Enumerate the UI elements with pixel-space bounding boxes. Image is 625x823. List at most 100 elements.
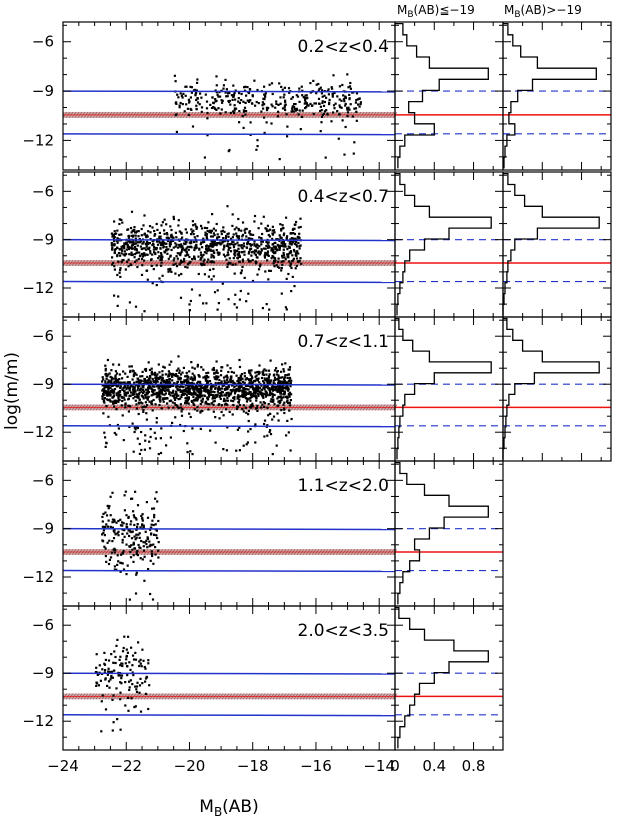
data-point: [123, 398, 126, 401]
data-point: [192, 385, 195, 389]
data-point: [266, 424, 269, 427]
data-point: [244, 384, 248, 387]
data-point: [260, 249, 263, 252]
data-point: [103, 397, 106, 400]
data-point: [175, 236, 178, 239]
data-point: [220, 387, 223, 390]
data-point: [96, 673, 99, 676]
data-point: [160, 391, 164, 394]
data-point: [189, 377, 192, 380]
data-point: [271, 233, 275, 236]
data-point: [174, 398, 177, 401]
data-point: [123, 509, 126, 512]
data-point: [199, 411, 202, 414]
data-point: [250, 243, 253, 246]
data-point: [272, 252, 275, 255]
data-point: [132, 674, 135, 677]
data-point: [232, 371, 236, 374]
data-point: [113, 399, 116, 402]
data-point: [280, 409, 283, 412]
data-point: [146, 389, 149, 392]
data-point: [195, 104, 198, 107]
data-point: [336, 95, 339, 98]
data-point: [254, 253, 257, 256]
data-point: [117, 363, 121, 366]
data-point: [282, 241, 285, 244]
data-point: [328, 103, 331, 106]
data-point: [146, 247, 149, 250]
data-point: [284, 108, 287, 112]
data-point: [247, 237, 250, 240]
data-point: [138, 238, 141, 241]
data-point: [105, 377, 108, 380]
data-point: [255, 262, 258, 265]
data-point: [322, 104, 326, 107]
y-ticks: [503, 24, 611, 158]
data-point: [110, 384, 113, 387]
data-point: [246, 99, 249, 102]
data-point: [220, 404, 223, 407]
data-point: [188, 392, 191, 395]
data-point: [205, 372, 208, 375]
data-point: [289, 264, 292, 268]
data-point: [117, 400, 120, 403]
data-point: [246, 441, 249, 444]
data-point: [121, 221, 124, 224]
data-point: [148, 545, 151, 548]
data-point: [209, 230, 212, 234]
data-point: [178, 263, 181, 266]
data-point: [119, 664, 122, 667]
data-point: [247, 260, 250, 263]
data-point: [305, 102, 308, 105]
data-point: [187, 98, 190, 101]
data-point: [170, 360, 173, 363]
data-point: [351, 115, 354, 118]
data-point: [205, 376, 208, 379]
data-point: [263, 85, 266, 88]
data-point: [287, 87, 291, 90]
scatter-points: [110, 205, 303, 313]
data-point: [151, 242, 155, 245]
data-point: [176, 384, 179, 387]
data-point: [226, 263, 229, 266]
data-point: [198, 392, 202, 395]
data-point: [169, 394, 172, 397]
panel-label: 0.7<z<1.1: [298, 332, 389, 352]
data-point: [135, 571, 138, 574]
data-point: [320, 121, 323, 124]
data-point: [183, 110, 186, 113]
data-point: [138, 241, 142, 244]
data-point: [167, 257, 170, 260]
data-point: [124, 372, 127, 375]
data-point: [235, 232, 238, 235]
data-point: [196, 406, 199, 409]
data-point: [195, 397, 198, 400]
data-point: [300, 262, 303, 265]
data-point: [185, 401, 189, 404]
data-point: [317, 89, 320, 92]
data-point: [148, 225, 152, 228]
scatter-points: [94, 635, 151, 733]
data-point: [230, 384, 234, 387]
data-point: [178, 243, 181, 246]
data-point: [244, 113, 247, 116]
data-point: [231, 224, 234, 227]
data-point: [242, 242, 245, 245]
data-point: [216, 308, 219, 311]
data-point: [242, 410, 245, 413]
data-point: [266, 394, 269, 397]
data-point: [148, 387, 151, 390]
data-point: [157, 251, 160, 254]
data-point: [266, 379, 269, 382]
data-point: [279, 376, 282, 379]
data-point: [237, 385, 241, 388]
y-tick-label: −9: [32, 520, 54, 538]
data-point: [176, 93, 179, 96]
data-point: [175, 386, 178, 389]
data-point: [145, 676, 149, 679]
data-point: [236, 405, 239, 409]
data-point: [144, 680, 147, 683]
data-point: [285, 400, 289, 403]
data-point: [132, 247, 135, 250]
data-point: [117, 427, 120, 430]
